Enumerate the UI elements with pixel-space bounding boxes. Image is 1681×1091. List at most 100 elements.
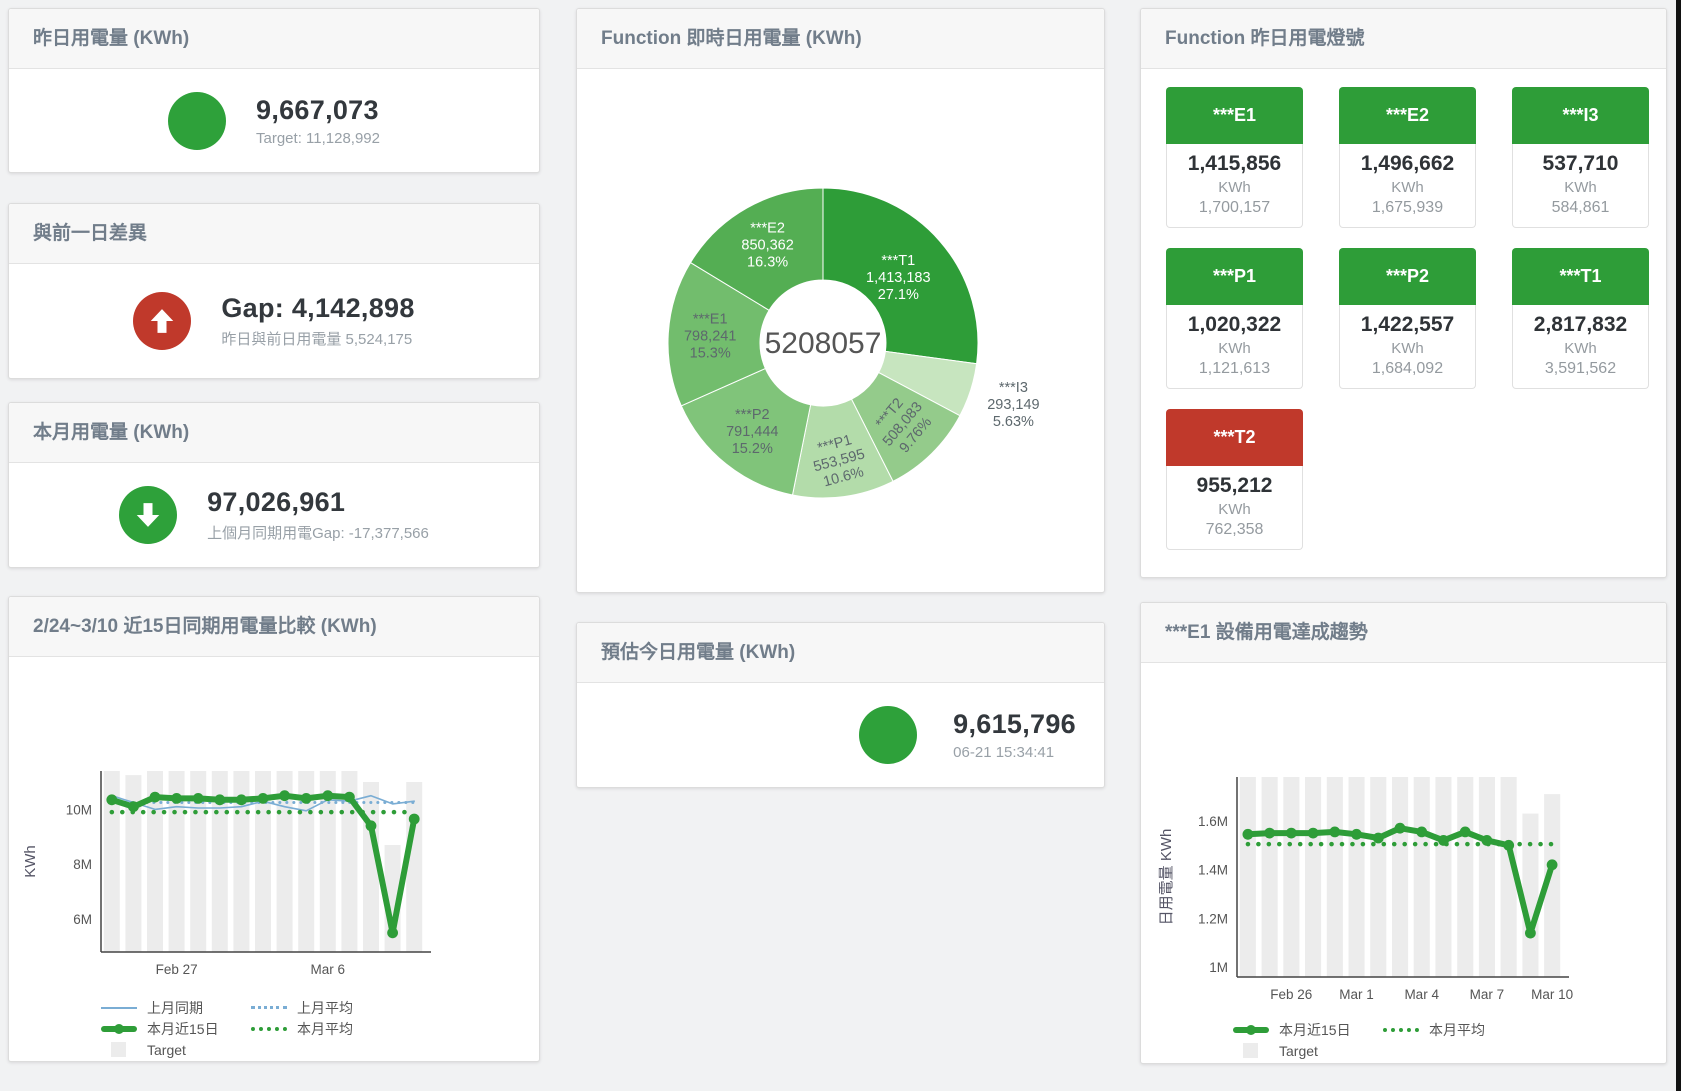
tile-value: 1,415,856: [1187, 152, 1282, 175]
panel-title: 預估今日用電量 (KWh): [577, 623, 1104, 683]
today-estimate-value: 9,615,796: [953, 709, 1076, 739]
panel-title: ***E1 設備用電達成趨勢: [1141, 603, 1666, 663]
tile-target: 1,675,939: [1371, 199, 1444, 216]
green-line-swatch-icon: [101, 1023, 137, 1034]
svg-text:Mar 4: Mar 4: [1404, 987, 1439, 1002]
tile-unit: KWh: [1391, 179, 1424, 196]
scrollbar[interactable]: [1676, 0, 1681, 1091]
month-usage-value: 97,026,961: [207, 487, 346, 517]
tile-target: 1,684,092: [1371, 360, 1444, 377]
tile-label: ***P1: [1166, 248, 1303, 305]
legend-item-lastmonth-line[interactable]: 上月同期: [101, 998, 251, 1018]
svg-text:1M: 1M: [1209, 960, 1228, 975]
status-dot-green: [168, 91, 226, 150]
tile-unit: KWh: [1218, 179, 1251, 196]
light-tile-t2: ***T2 955,212 KWh 762,358: [1166, 409, 1303, 550]
yesterday-usage-value: 9,667,073: [256, 94, 379, 125]
green-dotted-swatch-icon: [1383, 1027, 1419, 1032]
tile-target: 1,121,613: [1198, 360, 1271, 377]
panel-title: 2/24~3/10 近15日同期用電量比較 (KWh): [9, 597, 539, 657]
svg-text:Mar 7: Mar 7: [1470, 987, 1505, 1002]
month-usage-gap: 上個月同期用電Gap: -17,377,566: [207, 525, 429, 542]
tile-label: ***E2: [1339, 87, 1476, 144]
svg-text:KWh: KWh: [22, 845, 39, 878]
tile-unit: KWh: [1218, 340, 1251, 357]
tile-label: ***I3: [1512, 87, 1649, 144]
tile-target: 584,861: [1551, 199, 1610, 216]
tile-target: 762,358: [1205, 521, 1264, 538]
svg-text:1.4M: 1.4M: [1198, 863, 1228, 878]
arrow-up-icon: [133, 292, 192, 350]
svg-text:5208057: 5208057: [765, 327, 882, 360]
panel-15day-compare: 2/24~3/10 近15日同期用電量比較 (KWh) 6M 8M 10M Feb 2…: [8, 596, 540, 1062]
panel-title: 本月用電量 (KWh): [9, 403, 539, 463]
tile-unit: KWh: [1391, 340, 1424, 357]
svg-text:日用電量 KWh: 日用電量 KWh: [1158, 829, 1175, 926]
panel-function-lights: Function 昨日用電燈號 ***E1 1,415,856 KWh 1,70…: [1140, 8, 1667, 578]
legend-item-thismonth-line[interactable]: 本月近15日: [1233, 1020, 1383, 1040]
gap-subtitle: 昨日與前日用電量 5,524,175: [221, 331, 413, 348]
yesterday-usage-target: Target: 11,128,992: [256, 129, 380, 147]
svg-text:Mar 1: Mar 1: [1339, 987, 1374, 1002]
target-swatch-icon: [1243, 1043, 1258, 1058]
function-donut-chart[interactable]: ***T1 1,413,183 27.1% ***I3 293,149 5.63% ***T…: [577, 69, 1106, 593]
e1-trend-chart[interactable]: 1M 1.2M 1.4M 1.6M Feb 26 Mar 1 Mar 4 Mar 7 Mar 1…: [1149, 771, 1589, 1017]
legend-item-thismonth-avg[interactable]: 本月平均: [251, 1019, 401, 1039]
panel-month-usage: 本月用電量 (KWh) 97,026,961 上個月同期用電Gap: -17,3…: [8, 402, 540, 568]
tile-value: 1,020,322: [1187, 313, 1282, 336]
blue-dotted-swatch-icon: [251, 1006, 287, 1009]
tile-label: ***T2: [1166, 409, 1303, 466]
svg-text:8M: 8M: [73, 857, 92, 872]
panel-e1-trend: ***E1 設備用電達成趨勢 1M 1.2M 1.4M 1.6M Feb 26 Mar 1…: [1140, 602, 1667, 1064]
legend-item-thismonth-avg[interactable]: 本月平均: [1383, 1020, 1533, 1040]
green-line-swatch-icon: [1233, 1024, 1269, 1035]
status-dot-green: [859, 706, 918, 764]
light-tile-e2: ***E2 1,496,662 KWh 1,675,939: [1339, 87, 1476, 228]
gap-value: Gap: 4,142,898: [221, 293, 415, 323]
svg-text:Mar 6: Mar 6: [311, 962, 346, 977]
arrow-down-icon: [119, 486, 178, 544]
panel-function-realtime: Function 即時日用電量 (KWh) ***T1 1,413,183 27.1…: [576, 8, 1105, 593]
tile-value: 955,212: [1196, 474, 1273, 497]
tile-unit: KWh: [1564, 179, 1597, 196]
tile-label: ***E1: [1166, 87, 1303, 144]
panel-title: Function 昨日用電燈號: [1141, 9, 1666, 69]
target-swatch-icon: [111, 1042, 126, 1057]
blue-line-swatch-icon: [101, 1006, 137, 1009]
svg-text:1.2M: 1.2M: [1198, 912, 1228, 927]
tile-unit: KWh: [1218, 501, 1251, 518]
tile-label: ***P2: [1339, 248, 1476, 305]
svg-text:Mar 10: Mar 10: [1531, 987, 1573, 1002]
legend-item-target[interactable]: Target: [101, 1042, 251, 1058]
panel-title: Function 即時日用電量 (KWh): [577, 9, 1104, 69]
svg-text:Feb 26: Feb 26: [1270, 987, 1312, 1002]
tile-target: 3,591,562: [1544, 360, 1617, 377]
legend-item-thismonth-line[interactable]: 本月近15日: [101, 1019, 251, 1039]
tile-value: 2,817,832: [1533, 313, 1628, 336]
tile-unit: KWh: [1564, 340, 1597, 357]
legend-item-target[interactable]: Target: [1233, 1043, 1383, 1059]
light-tile-p2: ***P2 1,422,557 KWh 1,684,092: [1339, 248, 1476, 389]
light-tile-p1: ***P1 1,020,322 KWh 1,121,613: [1166, 248, 1303, 389]
light-tile-i3: ***I3 537,710 KWh 584,861: [1512, 87, 1649, 228]
tile-value: 1,496,662: [1360, 152, 1455, 175]
svg-text:6M: 6M: [73, 912, 92, 927]
today-estimate-timestamp: 06-21 15:34:41: [953, 744, 1055, 761]
light-tile-e1: ***E1 1,415,856 KWh 1,700,157: [1166, 87, 1303, 228]
compare15-chart[interactable]: 6M 8M 10M Feb 27 Mar 6 KWh: [15, 769, 455, 992]
panel-title: 與前一日差異: [9, 204, 539, 264]
e1-trend-legend: 本月近15日 本月平均 Target: [1141, 1019, 1666, 1061]
svg-text:Feb 27: Feb 27: [156, 962, 198, 977]
legend-item-lastmonth-avg[interactable]: 上月平均: [251, 998, 401, 1018]
panel-gap-prev-day: 與前一日差異 Gap: 4,142,898 昨日與前日用電量 5,524,175: [8, 203, 540, 379]
light-tile-t1: ***T1 2,817,832 KWh 3,591,562: [1512, 248, 1649, 389]
tile-label: ***T1: [1512, 248, 1649, 305]
panel-today-estimate: 預估今日用電量 (KWh) 9,615,796 06-21 15:34:41: [576, 622, 1105, 788]
tile-target: 1,700,157: [1198, 199, 1271, 216]
green-dotted-swatch-icon: [251, 1026, 287, 1031]
